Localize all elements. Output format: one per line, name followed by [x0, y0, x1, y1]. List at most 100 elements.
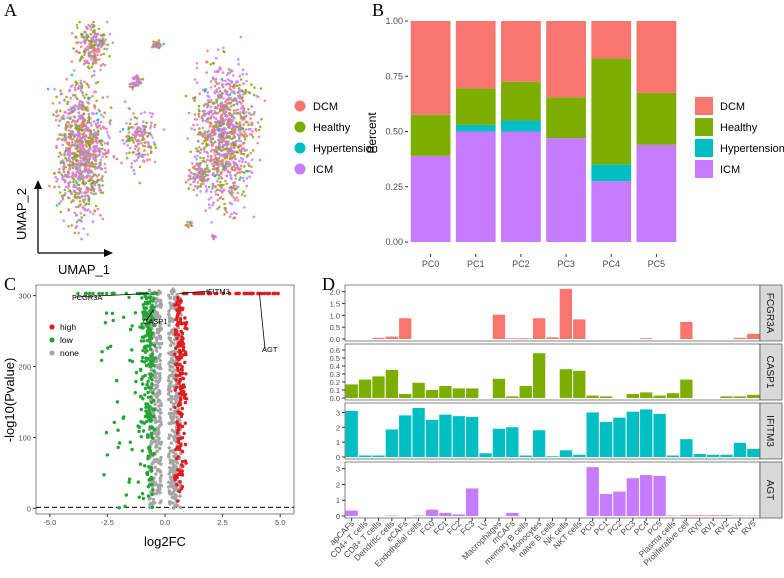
umap-point	[92, 192, 95, 196]
volcano-point-high	[260, 291, 264, 296]
umap-point	[55, 109, 58, 113]
umap-point	[205, 106, 209, 109]
volcano-point-none	[155, 395, 159, 399]
umap-point	[80, 139, 83, 142]
volcano-point-none	[158, 446, 162, 451]
volcano-point-low	[152, 398, 156, 403]
facet-bar	[452, 514, 465, 516]
volcano-point-low	[136, 424, 140, 428]
facet-bar	[653, 413, 666, 457]
volcano-point-high	[184, 372, 188, 376]
umap-point	[218, 124, 221, 127]
volcano-point-low	[123, 504, 127, 508]
umap-point	[80, 195, 84, 198]
umap-point	[243, 165, 246, 168]
umap-point	[79, 212, 82, 215]
umap-point	[99, 68, 102, 72]
umap-point	[62, 161, 65, 164]
umap-point	[99, 40, 103, 43]
umap-point	[93, 209, 96, 212]
umap-point	[206, 49, 209, 53]
volcano-point-none	[174, 398, 178, 402]
umap-point	[150, 46, 154, 49]
umap-point	[201, 160, 204, 163]
umap-point	[88, 179, 91, 182]
panel-label-d: D	[322, 274, 335, 294]
umap-point	[196, 154, 199, 158]
volcano-point-low	[151, 331, 155, 335]
legend-key-hypertension	[695, 139, 713, 157]
umap-point	[86, 190, 90, 193]
bar-dcm	[455, 21, 496, 89]
umap-point	[64, 192, 67, 195]
umap-point	[77, 140, 81, 143]
volcano-point-none	[171, 365, 175, 369]
umap-point	[193, 99, 196, 103]
umap-point	[201, 132, 204, 136]
volcano-point-low	[150, 316, 155, 321]
umap-point	[90, 75, 94, 78]
volcano-point-low	[130, 447, 134, 452]
facet-bar	[506, 427, 519, 457]
volcano-point-none	[155, 435, 159, 439]
umap-point	[130, 165, 133, 169]
umap-point	[234, 109, 238, 112]
umap-point	[210, 221, 213, 224]
volcano-point-low	[103, 321, 108, 325]
umap-point	[99, 214, 102, 217]
umap-point	[245, 148, 248, 152]
volcano-point-none	[170, 394, 174, 399]
umap-point	[236, 185, 240, 189]
umap-point	[86, 187, 90, 190]
volcano-point-none	[174, 469, 178, 474]
volcano-point-high	[173, 352, 177, 356]
umap-point	[106, 134, 110, 137]
umap-point	[204, 209, 207, 212]
umap-point	[99, 64, 103, 67]
umap-point	[224, 118, 227, 121]
legend-key-low	[49, 337, 55, 343]
umap-point	[141, 78, 145, 81]
legend-label-icm: ICM	[313, 164, 333, 176]
umap-point	[59, 200, 63, 203]
volcano-point-none	[168, 343, 173, 348]
umap-point	[196, 181, 200, 184]
umap-point	[198, 164, 202, 167]
volcano-point-none	[171, 417, 175, 421]
umap-point	[94, 56, 98, 60]
facet-bar	[680, 439, 693, 457]
umap-point	[128, 136, 132, 140]
umap-point	[209, 136, 212, 140]
umap-point	[255, 94, 258, 98]
umap-point	[88, 171, 92, 174]
volcano-point-low	[115, 378, 119, 383]
facet-bar	[693, 515, 706, 516]
volcano-point-high	[242, 291, 246, 296]
umap-point	[82, 136, 85, 139]
umap-point	[207, 112, 210, 116]
volcano-point-high	[183, 316, 187, 320]
umap-point	[204, 173, 208, 177]
umap-point	[238, 149, 241, 152]
umap-point	[221, 92, 224, 95]
umap-point	[236, 102, 239, 106]
umap-point	[123, 100, 127, 103]
umap-point	[222, 122, 226, 125]
volcano-point-low	[143, 464, 147, 468]
volcano-point-low	[147, 386, 152, 390]
volcano-point-high	[174, 317, 178, 322]
umap-point	[80, 55, 83, 58]
y-tick-label: 0.5	[330, 354, 340, 363]
umap-point	[136, 149, 140, 152]
umap-point	[215, 179, 219, 183]
umap-point	[193, 113, 197, 116]
volcano-point-high	[272, 291, 276, 296]
umap-point	[135, 83, 138, 87]
umap-point	[221, 197, 225, 201]
volcano-point-low	[100, 350, 104, 354]
umap-point	[86, 164, 89, 167]
umap-point	[81, 94, 85, 97]
umap-point	[197, 149, 200, 153]
volcano-point-low	[149, 359, 153, 363]
umap-point	[71, 163, 75, 166]
